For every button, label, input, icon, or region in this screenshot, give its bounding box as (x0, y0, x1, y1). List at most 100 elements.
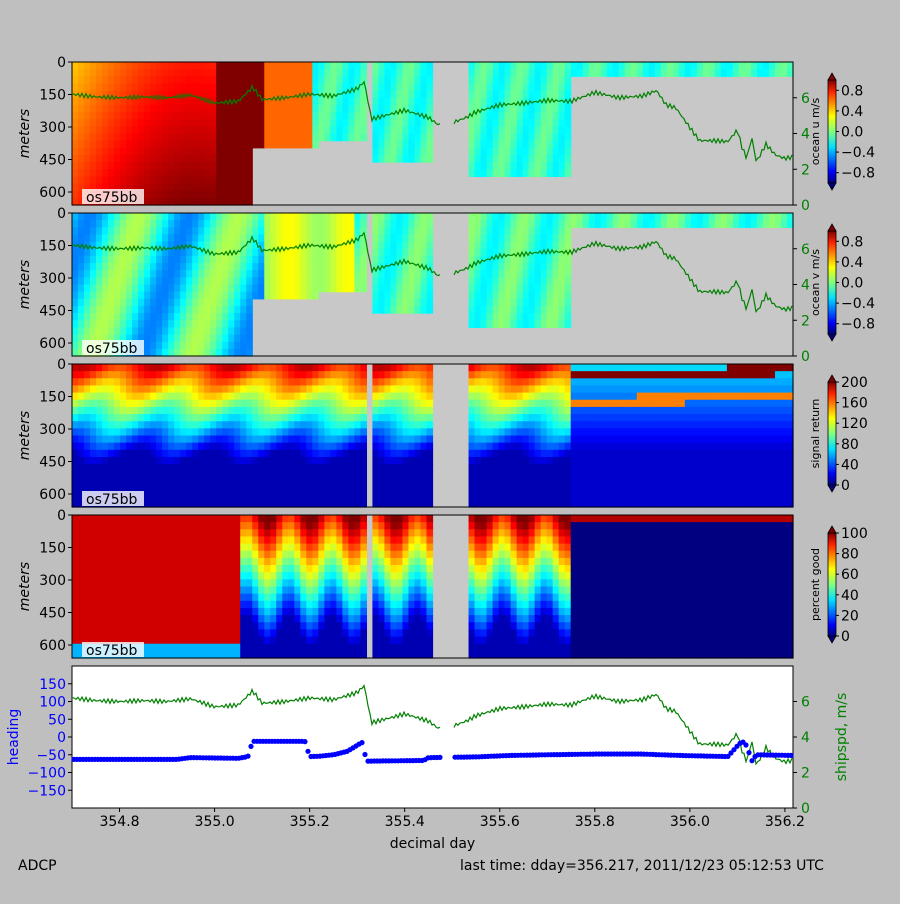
heatmap-cell (72, 176, 79, 184)
heatmap-cell (529, 443, 536, 451)
heatmap-cell (619, 457, 626, 465)
heatmap-cell (475, 98, 482, 106)
heatmap-cell (282, 464, 289, 472)
heatmap-cell (90, 249, 97, 257)
heatmap-cell (475, 285, 482, 293)
heatmap-cell (270, 385, 277, 393)
heatmap-cell (72, 184, 79, 192)
heatmap-cell (583, 464, 590, 472)
heatmap-cell (420, 478, 427, 486)
heatmap-cell (138, 471, 145, 479)
heatmap-cell (90, 234, 97, 242)
heatmap-cell (246, 493, 253, 501)
heatmap-cell (360, 285, 367, 293)
heatmap-cell (499, 91, 506, 99)
heatmap-cell (234, 327, 241, 335)
heatmap-cell (84, 277, 91, 285)
heatmap-cell (348, 62, 355, 70)
heatmap-cell (763, 62, 770, 70)
heatmap-cell (294, 400, 301, 408)
heatmap-cell (282, 119, 289, 127)
heatmap-cell (240, 464, 247, 472)
heatmap-cell (234, 471, 241, 479)
heatmap-cell (222, 320, 229, 328)
heatmap-cell (174, 69, 181, 77)
heatmap-cell (204, 414, 211, 422)
heatmap-cell (264, 91, 271, 99)
heatmap-cell (535, 320, 542, 328)
heatmap-cell (384, 76, 391, 84)
heatmap-cell (517, 270, 524, 278)
heatmap-cell (529, 385, 536, 393)
heatmap-cell (697, 457, 704, 465)
heatmap-cell (547, 213, 554, 221)
heatmap-cell (276, 256, 283, 264)
heatmap-cell (481, 119, 488, 127)
heatmap-cell (733, 62, 740, 70)
heatmap-cell (186, 234, 193, 242)
heatmap-cell (288, 292, 295, 300)
heatmap-cell (348, 277, 355, 285)
heatmap-cell (90, 69, 97, 77)
heatmap-cell (138, 155, 145, 163)
heatmap-cell (475, 471, 482, 479)
heatmap-cell (180, 119, 187, 127)
heatmap-cell (402, 83, 409, 91)
heatmap-cell (354, 126, 361, 134)
heatmap-cell (697, 486, 704, 494)
heatmap-cell (192, 285, 199, 293)
heatmap-cell (282, 105, 289, 113)
heatmap-cell (763, 436, 770, 444)
instrument-tag-label: os75bb (86, 492, 138, 508)
heatmap-cell (751, 364, 758, 372)
heatmap-cell (529, 69, 536, 77)
heatmap-cell (312, 400, 319, 408)
heatmap-cell (120, 277, 127, 285)
heatmap-cell (583, 69, 590, 77)
heatmap-cell (499, 270, 506, 278)
heatmap-cell (757, 378, 764, 386)
heatmap-cell (402, 119, 409, 127)
heatmap-cell (697, 407, 704, 415)
heatmap-cell (168, 213, 175, 221)
heatmap-cell (535, 256, 542, 264)
colorbar-tick-label: 160 (841, 396, 868, 412)
heatmap-cell (294, 220, 301, 228)
heatmap-cell (168, 385, 175, 393)
heatmap-cell (150, 371, 157, 379)
heatmap-cell (156, 155, 163, 163)
heatmap-cell (631, 414, 638, 422)
heatmap-cell (607, 414, 614, 422)
heatmap-cell (288, 393, 295, 401)
heatmap-cell (547, 242, 554, 250)
heatmap-cell (769, 450, 776, 458)
heatmap-cell (673, 385, 680, 393)
heatmap-cell (360, 414, 367, 422)
heatmap-cell (408, 450, 415, 458)
heatmap-cell (426, 91, 433, 99)
heatmap-cell (222, 378, 229, 386)
heatmap-cell (469, 162, 476, 170)
heatmap-cell (481, 148, 488, 156)
heatmap-cell (679, 486, 686, 494)
heatmap-cell (715, 478, 722, 486)
heatmap-cell (541, 292, 548, 300)
heatmap-cell (336, 407, 343, 415)
heatmap-cell (222, 105, 229, 113)
heatmap-cell (282, 443, 289, 451)
heatmap-cell (631, 62, 638, 70)
heatmap-cell (216, 327, 223, 335)
heatmap-cell (294, 385, 301, 393)
heatmap-cell (120, 457, 127, 465)
heatmap-cell (523, 213, 530, 221)
heatmap-cell (685, 421, 692, 429)
heatmap-cell (481, 464, 488, 472)
heatmap-cell (210, 263, 217, 271)
heatmap-cell (240, 349, 247, 357)
heatmap-cell (192, 335, 199, 343)
heatmap-cell (703, 486, 710, 494)
heatmap-cell (192, 457, 199, 465)
heatmap-cell (78, 450, 85, 458)
heatmap-cell (204, 176, 211, 184)
heatmap-cell (336, 270, 343, 278)
